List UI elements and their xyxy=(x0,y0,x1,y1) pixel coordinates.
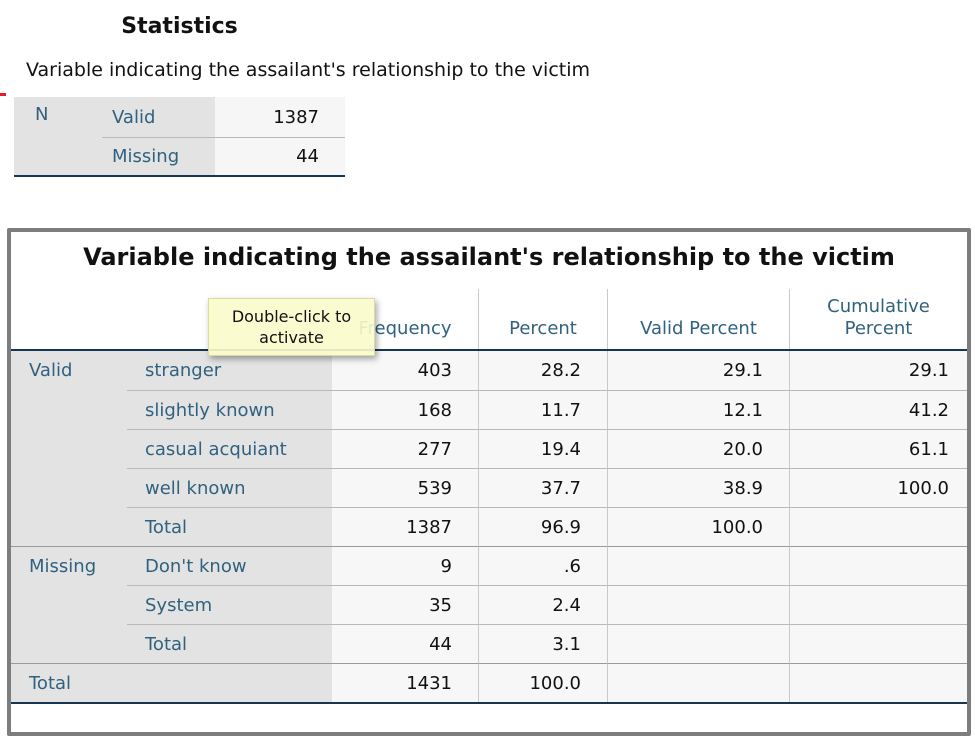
spss-output-viewer: { "colors": { "label_text": "#30617f", "… xyxy=(0,14,971,736)
cell-percent: 28.2 xyxy=(478,351,607,390)
frequency-pivot-table[interactable]: Variable indicating the assailant's rela… xyxy=(7,228,971,736)
row-group-spacer xyxy=(11,507,127,546)
current-item-red-marker xyxy=(0,93,6,96)
column-header-cumulative-percent: Cumulative Percent xyxy=(789,289,967,349)
row-label: well known xyxy=(127,468,332,507)
table-row-system: System 35 2.4 xyxy=(11,585,967,624)
statistics-table[interactable]: N Valid 1387 Missing 44 xyxy=(14,97,345,177)
row-group-spacer xyxy=(11,624,127,663)
column-header-frequency: Frequency xyxy=(358,318,452,339)
row-label: Don't know xyxy=(127,546,332,585)
table-row-missing-total: Total 44 3.1 xyxy=(11,624,967,663)
cell-frequency: 35 xyxy=(332,585,478,624)
stat-row-value-missing: 44 xyxy=(215,137,345,175)
cell-valid-percent: 20.0 xyxy=(607,429,789,468)
double-click-tooltip: Double-click to activate xyxy=(208,298,375,356)
column-header-row: Frequency Percent Valid Percent Cumulati… xyxy=(11,281,967,351)
cell-cumulative-percent xyxy=(789,546,967,585)
table-body: Valid stranger 403 28.2 29.1 29.1 slight… xyxy=(11,351,967,704)
row-label: slightly known xyxy=(127,390,332,429)
table-row-dont-know: Missing Don't know 9 .6 xyxy=(11,546,967,585)
row-label-grand-total: Total xyxy=(11,663,332,702)
cell-valid-percent: 38.9 xyxy=(607,468,789,507)
row-group-spacer xyxy=(11,429,127,468)
row-label: Total xyxy=(127,507,332,546)
row-group-label-missing: Missing xyxy=(11,546,127,585)
row-group-spacer xyxy=(11,390,127,429)
pivot-table-title: Variable indicating the assailant's rela… xyxy=(83,242,895,271)
cell-valid-percent xyxy=(607,585,789,624)
cell-cumulative-percent: 29.1 xyxy=(789,351,967,390)
cell-percent: 3.1 xyxy=(478,624,607,663)
row-group-spacer xyxy=(11,585,127,624)
cell-frequency: 9 xyxy=(332,546,478,585)
cell-frequency: 44 xyxy=(332,624,478,663)
statistics-caption: Variable indicating the assailant's rela… xyxy=(26,59,591,81)
row-label: Total xyxy=(127,624,332,663)
statistics-title: Statistics xyxy=(121,14,238,39)
cell-frequency: 539 xyxy=(332,468,478,507)
cell-valid-percent xyxy=(607,546,789,585)
cell-cumulative-percent: 41.2 xyxy=(789,390,967,429)
cell-valid-percent: 29.1 xyxy=(607,351,789,390)
table-row-slightly-known: slightly known 168 11.7 12.1 41.2 xyxy=(11,390,967,429)
cell-valid-percent xyxy=(607,663,789,702)
table-row-valid-total: Total 1387 96.9 100.0 xyxy=(11,507,967,546)
column-header-percent: Percent xyxy=(478,289,607,349)
row-label: stranger xyxy=(127,351,332,390)
stat-group-label: N xyxy=(14,97,102,175)
cell-valid-percent xyxy=(607,624,789,663)
cell-percent: 19.4 xyxy=(478,429,607,468)
cell-percent: 100.0 xyxy=(478,663,607,702)
cell-percent: 37.7 xyxy=(478,468,607,507)
cell-percent: .6 xyxy=(478,546,607,585)
tooltip-line-1: Double-click to xyxy=(231,307,352,326)
cell-frequency: 277 xyxy=(332,429,478,468)
stat-row-label-valid: Valid xyxy=(102,97,215,137)
cell-percent: 96.9 xyxy=(478,507,607,546)
cell-valid-percent: 12.1 xyxy=(607,390,789,429)
cell-cumulative-percent xyxy=(789,663,967,702)
table-row-grand-total: Total 1431 100.0 xyxy=(11,663,967,702)
column-header-valid-percent: Valid Percent xyxy=(607,289,789,349)
cell-valid-percent: 100.0 xyxy=(607,507,789,546)
stat-row-value-valid: 1387 xyxy=(215,97,345,137)
cell-frequency: 1387 xyxy=(332,507,478,546)
cell-cumulative-percent xyxy=(789,507,967,546)
cell-cumulative-percent xyxy=(789,624,967,663)
table-row-casual-acquiant: casual acquiant 277 19.4 20.0 61.1 xyxy=(11,429,967,468)
row-group-label-valid: Valid xyxy=(11,351,127,390)
cell-frequency: 403 xyxy=(332,351,478,390)
tooltip-line-2: activate xyxy=(259,328,324,347)
cell-percent: 11.7 xyxy=(478,390,607,429)
row-group-spacer xyxy=(11,468,127,507)
row-label: casual acquiant xyxy=(127,429,332,468)
cell-cumulative-percent: 61.1 xyxy=(789,429,967,468)
cell-percent: 2.4 xyxy=(478,585,607,624)
cell-cumulative-percent xyxy=(789,585,967,624)
table-row-well-known: well known 539 37.7 38.9 100.0 xyxy=(11,468,967,507)
cell-frequency: 1431 xyxy=(332,663,478,702)
stat-row-label-missing: Missing xyxy=(102,137,215,175)
cell-frequency: 168 xyxy=(332,390,478,429)
row-label: System xyxy=(127,585,332,624)
table-row-stranger: Valid stranger 403 28.2 29.1 29.1 xyxy=(11,351,967,390)
cell-cumulative-percent: 100.0 xyxy=(789,468,967,507)
